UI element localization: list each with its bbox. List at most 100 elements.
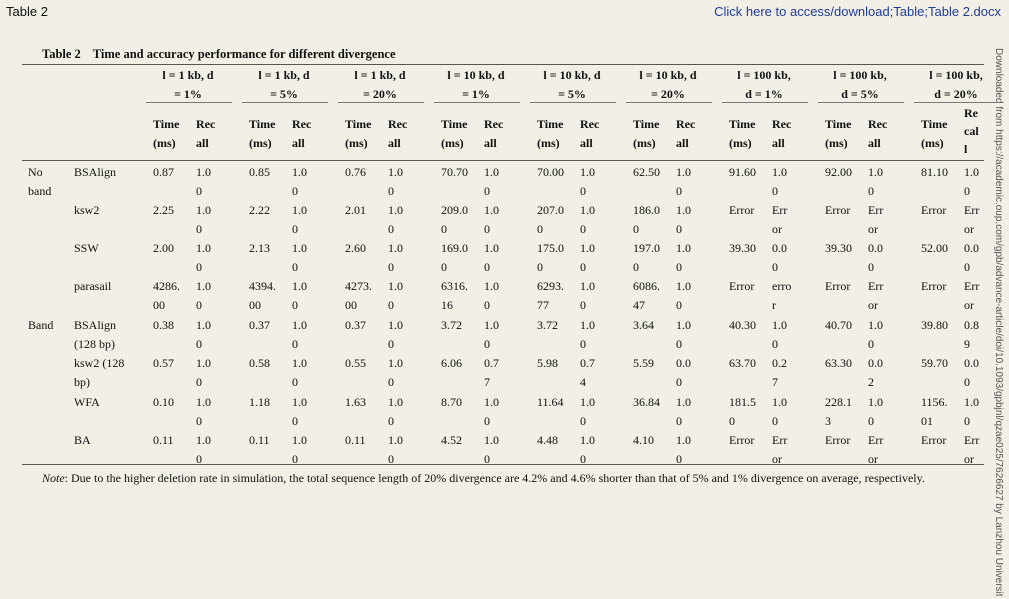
recall-value: 1.0 bbox=[292, 318, 307, 332]
row-category: No bbox=[28, 165, 43, 179]
time-column-header: Time bbox=[441, 117, 468, 131]
recall-value: or bbox=[772, 222, 782, 236]
recall-value: 1.0 bbox=[292, 165, 307, 179]
recall-value: 0 bbox=[964, 260, 970, 274]
group-header-line: l = 10 kb, d bbox=[447, 68, 505, 82]
group-header-line: = 20% bbox=[363, 87, 397, 101]
recall-value: 9 bbox=[964, 337, 970, 351]
group-underline bbox=[818, 102, 904, 103]
time-column-header: (ms) bbox=[537, 136, 560, 150]
time-value: 4286. bbox=[153, 279, 180, 293]
recall-value: 1.0 bbox=[388, 203, 403, 217]
time-value: 39.30 bbox=[729, 241, 756, 255]
recall-value: 0 bbox=[484, 260, 490, 274]
recall-column-header: Rec bbox=[676, 117, 696, 131]
time-value: 228.1 bbox=[825, 395, 852, 409]
group-header-line: l = 100 kb, bbox=[833, 68, 887, 82]
recall-column-header: all bbox=[484, 136, 497, 150]
time-value: 4.10 bbox=[633, 433, 654, 447]
recall-column-header: cal bbox=[964, 124, 979, 138]
group-header-line: d = 1% bbox=[745, 87, 783, 101]
time-column-header: (ms) bbox=[153, 136, 176, 150]
time-column-header: Time bbox=[921, 117, 948, 131]
time-value: 11.64 bbox=[537, 395, 564, 409]
time-value: 3.72 bbox=[441, 318, 462, 332]
group-underline bbox=[146, 102, 232, 103]
method-name: (128 bp) bbox=[74, 337, 115, 351]
time-value: 2.60 bbox=[345, 241, 366, 255]
recall-value: 0.8 bbox=[964, 318, 979, 332]
group-underline bbox=[722, 102, 808, 103]
time-value: 0.11 bbox=[345, 433, 366, 447]
time-value: Error bbox=[729, 279, 755, 293]
method-name: SSW bbox=[74, 241, 99, 255]
recall-value: 0 bbox=[292, 222, 298, 236]
time-column-header: Time bbox=[633, 117, 660, 131]
recall-value: 1.0 bbox=[484, 241, 499, 255]
download-watermark: Downloaded from https://academic.oup.com… bbox=[993, 48, 1004, 596]
time-value: 0.76 bbox=[345, 165, 366, 179]
download-link[interactable]: Click here to access/download;Table;Tabl… bbox=[714, 4, 1001, 19]
recall-value: 0 bbox=[964, 414, 970, 428]
time-value: 2.25 bbox=[153, 203, 174, 217]
time-column-header: (ms) bbox=[441, 136, 464, 150]
recall-column-header: Rec bbox=[484, 117, 504, 131]
recall-value: 1.0 bbox=[676, 203, 691, 217]
recall-value: 1.0 bbox=[196, 395, 211, 409]
recall-value: 1.0 bbox=[292, 433, 307, 447]
recall-value: 0.0 bbox=[676, 356, 691, 370]
recall-column-header: all bbox=[772, 136, 785, 150]
recall-value: Err bbox=[868, 279, 884, 293]
recall-value: 0 bbox=[676, 184, 682, 198]
time-value: 4273. bbox=[345, 279, 372, 293]
recall-value: Err bbox=[868, 433, 884, 447]
recall-value: 1.0 bbox=[676, 241, 691, 255]
table-title: Time and accuracy performance for differ… bbox=[92, 47, 396, 61]
recall-value: 0 bbox=[484, 298, 490, 312]
recall-value: 0 bbox=[484, 452, 490, 466]
recall-value: 0 bbox=[676, 337, 682, 351]
time-value: 40.70 bbox=[825, 318, 852, 332]
table-note: Note: Due to the higher deletion rate in… bbox=[42, 469, 932, 488]
group-header-line: l = 10 kb, d bbox=[639, 68, 697, 82]
time-column-header: Time bbox=[153, 117, 180, 131]
recall-value: 1.0 bbox=[964, 165, 979, 179]
recall-value: or bbox=[964, 298, 974, 312]
time-value: 3 bbox=[825, 414, 831, 428]
recall-value: 1.0 bbox=[196, 318, 211, 332]
group-underline bbox=[626, 102, 712, 103]
recall-value: 0 bbox=[772, 414, 778, 428]
time-column-header: Time bbox=[537, 117, 564, 131]
recall-value: 1.0 bbox=[676, 165, 691, 179]
time-value: 0.37 bbox=[249, 318, 270, 332]
time-value: 16 bbox=[441, 298, 453, 312]
recall-value: 1.0 bbox=[484, 279, 499, 293]
time-value: 0.10 bbox=[153, 395, 174, 409]
recall-column-header: Re bbox=[964, 106, 978, 120]
time-value: 3.64 bbox=[633, 318, 654, 332]
time-value: 0.87 bbox=[153, 165, 174, 179]
group-underline bbox=[242, 102, 328, 103]
recall-value: 1.0 bbox=[484, 433, 499, 447]
time-value: 169.0 bbox=[441, 241, 468, 255]
time-value: Error bbox=[825, 279, 851, 293]
time-column-header: (ms) bbox=[633, 136, 656, 150]
recall-value: 1.0 bbox=[388, 433, 403, 447]
recall-value: 1.0 bbox=[196, 241, 211, 255]
time-value: 0.11 bbox=[249, 433, 270, 447]
recall-value: 1.0 bbox=[580, 433, 595, 447]
recall-value: 0 bbox=[292, 260, 298, 274]
recall-value: 1.0 bbox=[196, 203, 211, 217]
group-header-line: = 5% bbox=[558, 87, 586, 101]
recall-column-header: Rec bbox=[772, 117, 792, 131]
recall-value: 0 bbox=[292, 414, 298, 428]
recall-value: 0 bbox=[580, 260, 586, 274]
method-name: ksw2 (128 bbox=[74, 356, 125, 370]
time-value: 00 bbox=[153, 298, 165, 312]
recall-value: 7 bbox=[772, 375, 778, 389]
time-value: 40.30 bbox=[729, 318, 756, 332]
recall-value: 0 bbox=[676, 452, 682, 466]
time-value: 47 bbox=[633, 298, 645, 312]
recall-column-header: all bbox=[292, 136, 305, 150]
recall-value: 1.0 bbox=[292, 203, 307, 217]
